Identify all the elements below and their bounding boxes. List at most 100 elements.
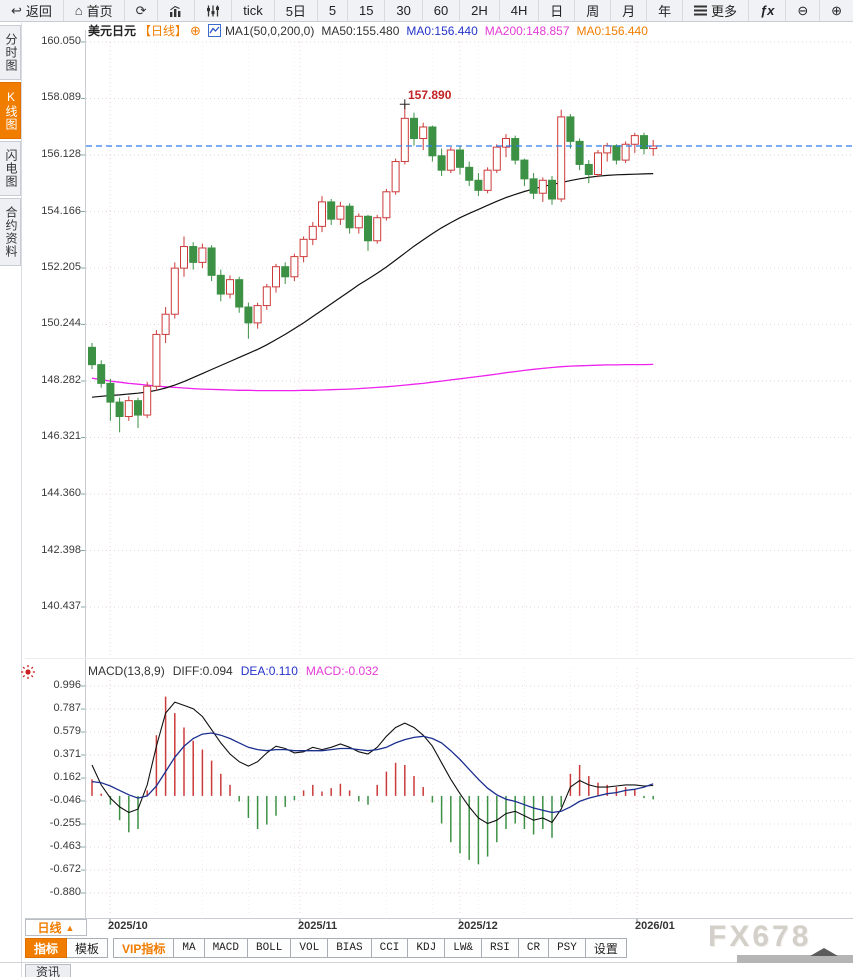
- tab-settings[interactable]: 设置: [585, 938, 627, 958]
- toolbar-button-label: 周: [586, 4, 600, 19]
- tab-rsi[interactable]: RSI: [482, 938, 519, 958]
- price-axis-label: 140.437: [41, 600, 81, 612]
- price-axis-label: 160.050: [41, 35, 81, 47]
- toolbar-button-label: 月: [622, 4, 636, 19]
- period-month-button[interactable]: 月: [611, 0, 648, 21]
- tab-vip-indicators[interactable]: VIP指标: [113, 938, 175, 958]
- zoom-out-button[interactable]: ⊖: [786, 0, 821, 21]
- tab-ma[interactable]: MA: [174, 938, 205, 958]
- collapse-panel-arrow-icon[interactable]: [810, 948, 838, 956]
- toolbar-button-label: 30: [396, 3, 411, 18]
- back-button[interactable]: ↩ 返回: [0, 0, 64, 21]
- period-day-button[interactable]: 日: [539, 0, 576, 21]
- bar-chart-icon: [169, 5, 183, 17]
- price-axis-label: 150.244: [41, 317, 81, 330]
- period-4h-button[interactable]: 4H: [500, 0, 540, 21]
- back-icon: ↩: [10, 3, 22, 18]
- tab-kdj[interactable]: KDJ: [408, 938, 446, 958]
- macd-axis-label: 0.579: [53, 725, 81, 737]
- period-tag: 【日线】: [139, 24, 188, 38]
- price-axis-label: 154.166: [41, 204, 81, 217]
- period-2h-button[interactable]: 2H: [460, 0, 500, 21]
- period-year-button[interactable]: 年: [647, 0, 684, 21]
- price-axis-label: 152.205: [41, 260, 81, 273]
- period-tick-button[interactable]: tick: [232, 0, 275, 21]
- tab-cci[interactable]: CCI: [371, 938, 409, 958]
- period-60m-button[interactable]: 60: [423, 0, 461, 21]
- top-toolbar: ↩ 返回 ⌂ 首页 ⟳ tick 5日 5 15 30 60 2H 4H 日周月年更多 ƒx ⊖ ⊕: [0, 0, 853, 22]
- tab-bias[interactable]: BIAS: [328, 938, 372, 958]
- watermark: FX678: [708, 920, 812, 953]
- zoom-in-button[interactable]: ⊕: [820, 0, 853, 21]
- toolbar-button-label: 4H: [510, 3, 528, 18]
- chart-style-button[interactable]: [158, 0, 196, 21]
- macd-diff-value: DIFF:0.094: [172, 664, 233, 678]
- macd-header: MACD(13,8,9) DIFF:0.094 DEA:0.110 MACD:-…: [88, 664, 379, 678]
- toolbar-button-label: 返回: [25, 4, 52, 19]
- toolbar-button-label: 首页: [86, 4, 113, 19]
- ma-visibility-checkbox-icon[interactable]: [207, 24, 221, 37]
- tab-lw[interactable]: LW&: [445, 938, 483, 958]
- period-5m-button[interactable]: 5: [318, 0, 349, 21]
- macd-axis-label: 0.996: [53, 679, 81, 691]
- indicator-params-button[interactable]: [195, 0, 233, 21]
- tab-templates[interactable]: 模板: [67, 938, 109, 958]
- macd-axis-label: -0.046: [49, 793, 81, 806]
- price-axis-label: 144.360: [41, 486, 81, 499]
- bottom-divider: [0, 962, 853, 963]
- macd-params-label: MACD(13,8,9): [88, 664, 165, 678]
- date-axis-label: 2025/12: [458, 920, 498, 932]
- tab-macd[interactable]: MACD: [204, 938, 248, 958]
- horizontal-scrollbar[interactable]: [737, 955, 853, 963]
- tab-vol[interactable]: VOL: [291, 938, 329, 958]
- tab-psy[interactable]: PSY: [549, 938, 586, 958]
- left-sidebar: 分时图 K线图 闪电图 合约资料: [0, 23, 22, 977]
- period-week-button[interactable]: 周: [575, 0, 612, 21]
- price-axis-label: 146.321: [41, 430, 81, 443]
- toolbar-button-label: 日: [550, 4, 564, 19]
- toolbar-button-label: 15: [359, 3, 374, 18]
- refresh-button[interactable]: ⟳: [125, 0, 159, 21]
- sliders-icon: [206, 5, 220, 17]
- period-selector[interactable]: 日线 ▲: [25, 919, 87, 936]
- sidebar-item-contract-info[interactable]: 合约资料: [0, 198, 21, 266]
- refresh-icon: ⟳: [135, 3, 147, 18]
- sidebar-item-lightning-chart[interactable]: 闪电图: [0, 141, 21, 196]
- fx-indicator-button[interactable]: ƒx: [749, 0, 787, 21]
- tab-boll[interactable]: BOLL: [247, 938, 292, 958]
- chevron-up-icon: ▲: [65, 922, 75, 933]
- price-axis-label: 158.089: [41, 91, 81, 104]
- ma0-value-blue: MA0:156.440: [406, 23, 478, 38]
- date-axis-label: 2025/10: [108, 920, 148, 932]
- tab-news[interactable]: 资讯: [25, 964, 71, 977]
- toolbar-button-label: 60: [433, 3, 449, 18]
- add-favorite-icon[interactable]: ⊕: [190, 22, 201, 38]
- indicator-alert-icon[interactable]: [20, 664, 36, 680]
- toolbar-button-label: tick: [243, 3, 263, 18]
- macd-axis-label: 0.371: [53, 747, 81, 760]
- macd-axis-label: -0.463: [49, 839, 81, 852]
- sidebar-item-kline-chart[interactable]: K线图: [0, 82, 21, 139]
- macd-bar-value: MACD:-0.032: [305, 664, 379, 678]
- toolbar-button-label: ⊕: [831, 2, 843, 18]
- period-15m-button[interactable]: 15: [348, 0, 386, 21]
- price-axis-label: 148.282: [41, 374, 81, 386]
- price-axis-label: 156.128: [41, 147, 81, 160]
- period-5d-button[interactable]: 5日: [275, 0, 318, 21]
- macd-axis-label: 0.787: [53, 702, 81, 715]
- home-button[interactable]: ⌂ 首页: [64, 0, 125, 21]
- sidebar-item-time-chart[interactable]: 分时图: [0, 25, 21, 80]
- toolbar-button-label: ⊖: [797, 2, 809, 18]
- tab-cr[interactable]: CR: [518, 938, 550, 958]
- macd-axis-label: -0.255: [49, 817, 81, 830]
- macd-axis-label: -0.672: [49, 863, 81, 876]
- tab-indicators[interactable]: 指标: [25, 938, 68, 958]
- menu-icon: [694, 5, 708, 16]
- toolbar-button-label: 年: [658, 4, 672, 19]
- date-axis-label: 2025/11: [298, 920, 338, 932]
- more-button[interactable]: 更多: [683, 0, 749, 21]
- period-30m-button[interactable]: 30: [385, 0, 423, 21]
- home-icon: ⌂: [74, 3, 83, 18]
